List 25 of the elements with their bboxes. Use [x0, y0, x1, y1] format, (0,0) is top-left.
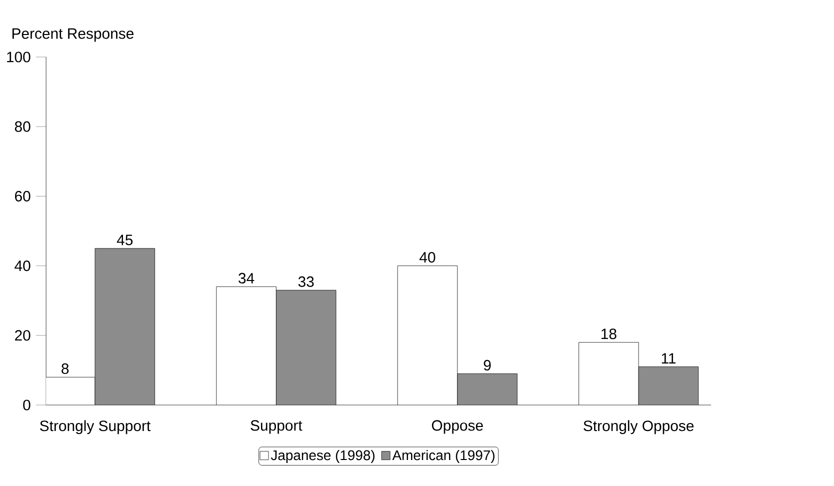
data-label: 45 [116, 234, 133, 246]
y-tick-label: 100 [7, 52, 30, 62]
y-tick-label: 60 [15, 190, 30, 202]
x-tick-label: Support [250, 420, 302, 434]
y-tick-label: 20 [15, 330, 30, 341]
y-tick-label: 80 [14, 121, 30, 132]
bar [276, 290, 336, 405]
x-tick-label: Strongly Oppose [584, 420, 694, 434]
data-label: 40 [420, 252, 436, 263]
bar [95, 248, 155, 405]
data-label: 33 [298, 276, 314, 287]
legend-label: American (1997) [392, 450, 494, 463]
y-tick-label: 40 [14, 260, 30, 272]
x-tick-label: Strongly Support [40, 420, 151, 434]
data-label: 34 [238, 272, 254, 284]
legend-label: Japanese (1998) [270, 450, 374, 463]
data-label: 18 [602, 328, 616, 340]
data-label: 8 [62, 363, 69, 374]
x-tick-label: Oppose [432, 420, 483, 434]
data-label: 11 [662, 353, 676, 364]
bar [457, 374, 518, 405]
data-label: 9 [484, 360, 491, 370]
y-tick-label: 0 [23, 400, 30, 410]
bar [638, 366, 699, 405]
y-axis-title: Percent Response [12, 28, 134, 42]
